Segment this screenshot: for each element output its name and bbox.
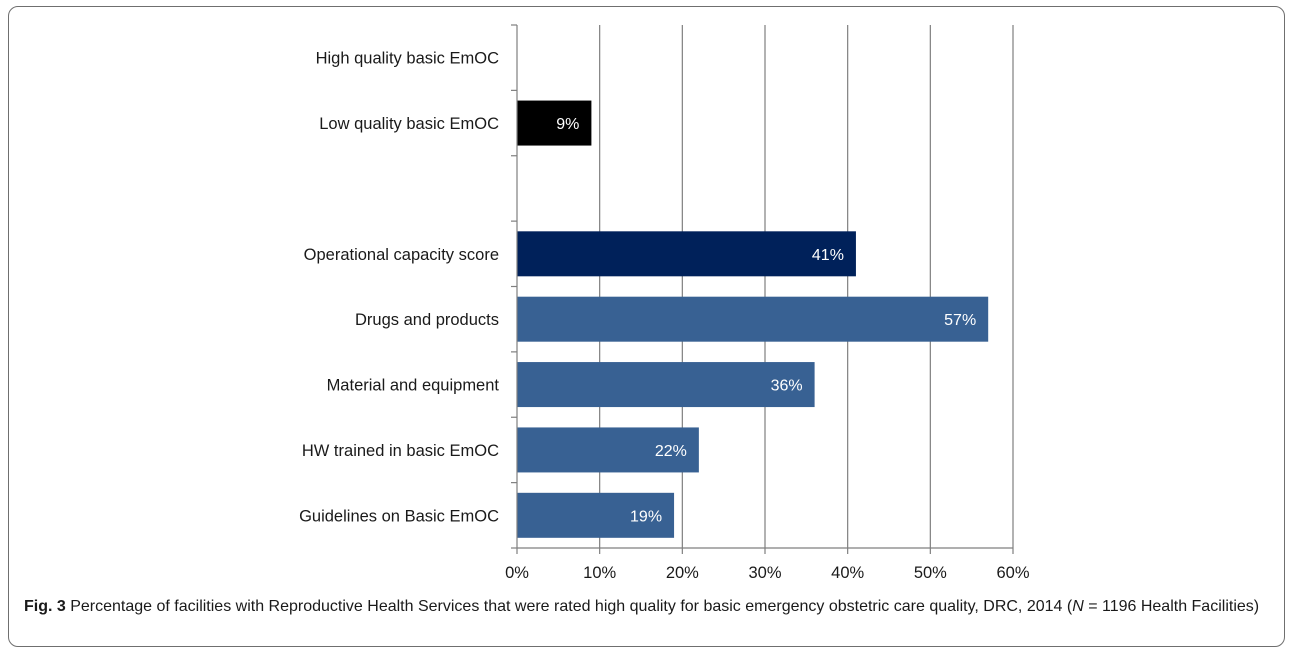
- x-tick-label: 60%: [996, 564, 1029, 582]
- x-tick-label: 30%: [748, 564, 781, 582]
- x-tick-label: 10%: [583, 564, 616, 582]
- bar: [517, 231, 856, 277]
- caption-text-after: = 1196 Health Facilities): [1083, 598, 1260, 615]
- category-label: Low quality basic EmOC: [319, 115, 499, 133]
- data-label: 36%: [771, 378, 803, 395]
- caption-text-before: Percentage of facilities with Reproducti…: [65, 598, 1073, 615]
- bar-chart: 0% 10% 20% 30% 40% 50% 60% High quality basic E…: [299, 24, 1030, 582]
- data-label: 9%: [556, 116, 579, 133]
- caption-figure-label: Fig. 3: [24, 598, 66, 615]
- labels: 0% 10% 20% 30% 40% 50% 60% High quality basic E…: [299, 50, 1030, 582]
- category-label: Operational capacity score: [304, 246, 499, 264]
- figure-caption: Fig. 3 Percentage of facilities with Rep…: [24, 595, 1269, 618]
- category-label: Drugs and products: [355, 311, 499, 329]
- data-label: 57%: [944, 312, 976, 329]
- data-label: 19%: [630, 508, 662, 525]
- bar: [517, 362, 815, 408]
- bars: [517, 100, 989, 538]
- category-label: Material and equipment: [327, 377, 500, 395]
- data-label: 41%: [812, 247, 844, 264]
- x-tick-label: 50%: [914, 564, 947, 582]
- x-tick-label: 0%: [505, 564, 529, 582]
- data-label: 22%: [655, 443, 687, 460]
- figure-frame: [8, 6, 1285, 647]
- caption-n-symbol: N: [1072, 598, 1084, 615]
- bar: [517, 427, 699, 473]
- x-tick-label: 20%: [666, 564, 699, 582]
- x-tick-label: 40%: [831, 564, 864, 582]
- axes: [511, 24, 1014, 554]
- bar: [517, 492, 675, 538]
- bar: [517, 296, 989, 342]
- bar: [517, 100, 592, 146]
- category-label: High quality basic EmOC: [316, 50, 499, 68]
- category-label: HW trained in basic EmOC: [302, 442, 499, 460]
- category-label: Guidelines on Basic EmOC: [299, 507, 499, 525]
